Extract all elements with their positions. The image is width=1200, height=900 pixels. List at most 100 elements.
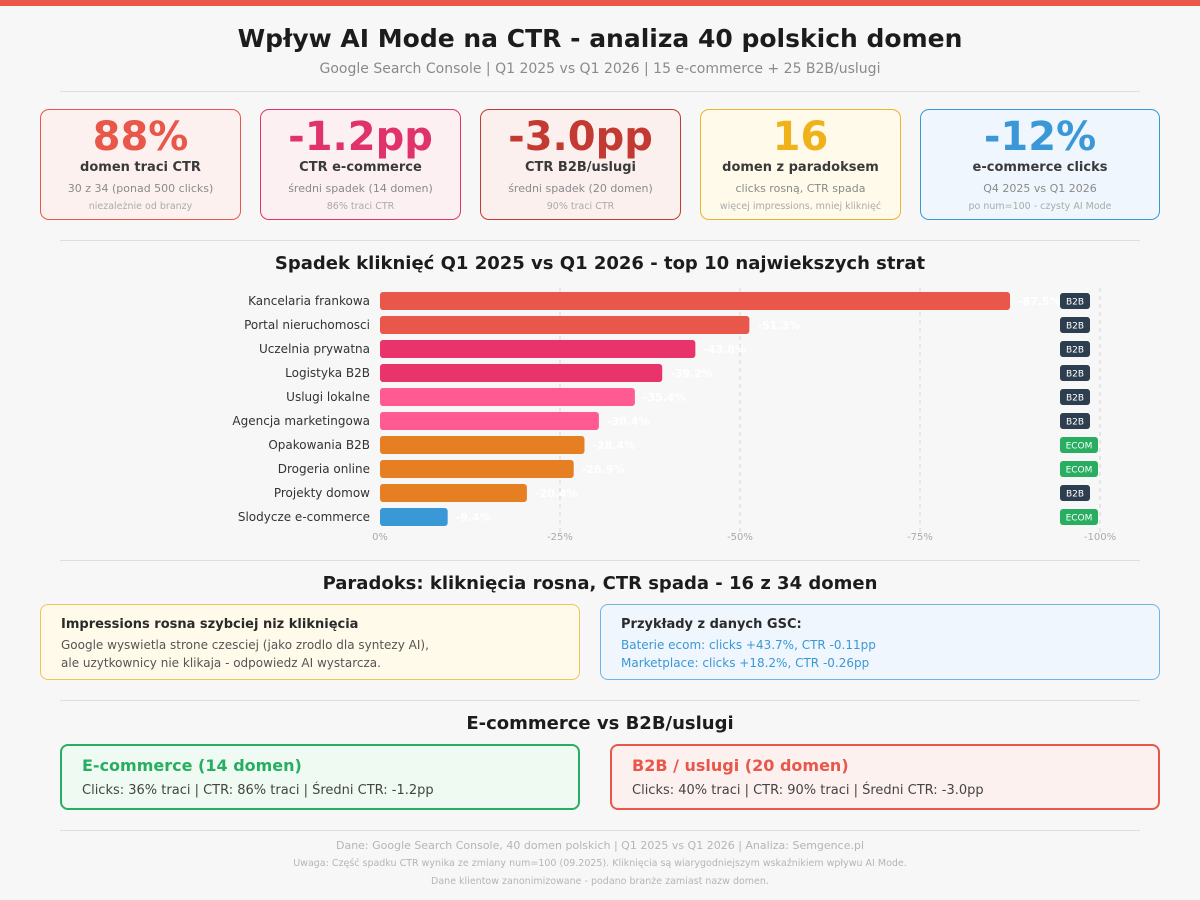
category-label: Opakowania B2B [268,438,370,452]
segment-badge [1060,317,1090,333]
paradox-explanation-box: Impressions rosna szybciej niz kliknięci… [40,604,580,680]
kpi-note: niezależnie od branzy [88,201,193,212]
segment-badge [1060,365,1090,381]
x-tick-label: -75% [907,532,933,543]
category-label: Logistyka B2B [285,366,370,380]
footer-note: Uwaga: Część spadku CTR wynika ze zmiany… [293,858,907,869]
kpi-card-ctr-ecommerce: -1.2pp CTR e-commerce średni spadek (14 … [260,109,461,220]
compare-title: E-commerce vs B2B/uslugi [466,713,734,734]
data-label: -39.2% [670,367,713,380]
segment-badge [1060,389,1090,405]
segment-badge-label: B2B [1066,418,1084,428]
category-label: Uslugi lokalne [286,390,370,404]
b2b-summary-box: B2B / uslugi (20 domen) Clicks: 40% trac… [610,744,1160,810]
segment-badge [1060,293,1090,309]
bar [380,508,448,526]
bar [380,340,696,358]
data-label: -51.3% [757,319,800,332]
b2b-summary-line: Clicks: 40% traci | CTR: 90% traci | Śre… [632,783,984,798]
segment-badge-label: ECOM [1066,514,1093,524]
segment-badge [1060,437,1098,453]
kpi-label: CTR B2B/uslugi [524,160,637,175]
bar-chart: 0% -25% -50% -75% -100% Kancelaria frankowa -8… [232,288,1116,543]
bar [380,484,527,502]
kpi-value: -12% [983,114,1097,160]
segment-badge [1060,485,1090,501]
data-label: -9.4% [456,511,491,524]
x-tick-label: 0% [372,532,388,543]
data-label: -28.4% [592,439,635,452]
kpi-card-ctr-b2b: -3.0pp CTR B2B/uslugi średni spadek (20 … [480,109,681,220]
kpi-card-paradox-domains: 16 domen z paradoksem clicks rosną, CTR … [700,109,901,220]
kpi-value: -1.2pp [288,114,433,160]
data-label: -30.4% [607,415,650,428]
footer-anonymization: Dane klientow zanonimizowane - podano br… [431,876,769,887]
bar [380,292,1010,310]
category-label: Drogeria online [278,462,370,476]
page-subtitle: Google Search Console | Q1 2025 vs Q1 20… [319,61,881,77]
kpi-note: więcej impressions, mniej kliknięć [719,201,882,212]
segment-badge [1060,461,1098,477]
divider [60,830,1140,831]
kpi-label: domen z paradoksem [722,160,879,175]
category-label: Slodycze e-commerce [238,510,370,524]
page-title: Wpływ AI Mode na CTR - analiza 40 polski… [237,24,963,53]
category-label: Portal nieruchomosci [244,318,370,332]
paradox-title: Paradoks: kliknięcia rosna, CTR spada - … [322,573,878,594]
paradox-explanation-line: ale uzytkownicy nie klikaja - odpowiedz … [61,656,381,670]
kpi-label: CTR e-commerce [299,160,422,175]
data-label: -43.8% [703,343,746,356]
bar [380,436,585,454]
kpi-value: 88% [92,114,189,160]
paradox-examples-heading: Przykłady z danych GSC: [621,617,802,632]
category-label: Projekty domow [274,486,370,500]
kpi-sub: 30 z 34 (ponad 500 clicks) [67,182,214,195]
kpi-label: e-commerce clicks [972,160,1108,175]
kpi-card-domains-losing-ctr: 88% domen traci CTR 30 z 34 (ponad 500 c… [40,109,241,220]
kpi-value: 16 [772,114,829,160]
segment-badge-label: B2B [1066,346,1084,356]
bar [380,316,750,334]
kpi-sub: clicks rosną, CTR spada [735,182,866,195]
x-tick-label: -100% [1084,532,1116,543]
kpi-note: 86% traci CTR [326,201,395,212]
bar [380,388,635,406]
divider [60,560,1140,561]
segment-badge-label: B2B [1066,490,1084,500]
divider [60,91,1140,92]
segment-badge-label: B2B [1066,370,1084,380]
ecommerce-summary-heading: E-commerce (14 domen) [82,756,302,775]
x-tick-label: -50% [727,532,753,543]
kpi-sub: średni spadek (14 domen) [288,182,433,195]
category-label: Uczelnia prywatna [259,342,370,356]
segment-badge-label: B2B [1066,298,1084,308]
chart-title: Spadek kliknięć Q1 2025 vs Q1 2026 - top… [274,253,926,274]
kpi-note: po num=100 - czysty AI Mode [968,201,1112,212]
segment-badge-label: ECOM [1066,442,1093,452]
segment-badge [1060,413,1090,429]
kpi-note: 90% traci CTR [546,201,615,212]
b2b-summary-heading: B2B / uslugi (20 domen) [632,756,849,775]
divider [60,700,1140,701]
paradox-example-line: Baterie ecom: clicks +43.7%, CTR -0.11pp [621,638,876,652]
data-label: -35.4% [643,391,686,404]
bar [380,460,574,478]
segment-badge-label: B2B [1066,394,1084,404]
paradox-explanation-line: Google wyswietla strone czesciej (jako z… [61,638,429,652]
paradox-explanation-heading: Impressions rosna szybciej niz kliknięci… [61,617,359,632]
top-accent-bar [0,0,1200,6]
ecommerce-summary-box: E-commerce (14 domen) Clicks: 36% traci … [60,744,580,810]
category-label: Agencja marketingowa [232,414,370,428]
segment-badge [1060,509,1098,525]
data-label: -87.5% [1018,295,1061,308]
segment-badge [1060,341,1090,357]
bar [380,364,663,382]
data-label: -26.9% [582,463,625,476]
ecommerce-summary-line: Clicks: 36% traci | CTR: 86% traci | Śre… [82,783,434,798]
kpi-value: -3.0pp [508,114,653,160]
segment-badge-label: ECOM [1066,466,1093,476]
bar [380,412,599,430]
kpi-card-ecommerce-clicks: -12% e-commerce clicks Q4 2025 vs Q1 202… [920,109,1160,220]
segment-badge-label: B2B [1066,322,1084,332]
kpi-sub: średni spadek (20 domen) [508,182,653,195]
